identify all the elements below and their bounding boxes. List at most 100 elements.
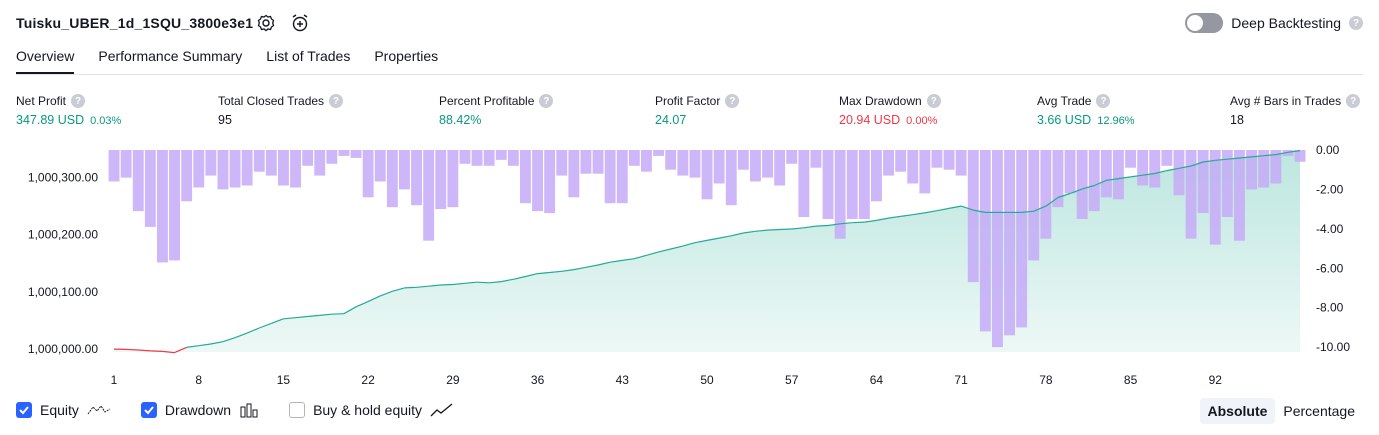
- equity-line-segment: [537, 271, 550, 275]
- equity-line-segment: [1227, 157, 1240, 160]
- drawdown-checkbox[interactable]: [140, 402, 157, 418]
- equity-line-segment: [307, 314, 320, 318]
- percentage-mode-button[interactable]: Percentage: [1283, 403, 1355, 419]
- drawdown-bar: [241, 150, 253, 186]
- drawdown-bar: [205, 150, 217, 176]
- legend-drawdown[interactable]: Drawdown: [140, 402, 259, 418]
- drawdown-bar: [483, 150, 495, 166]
- x-tick-label: 22: [361, 373, 375, 387]
- equity-line-segment: [622, 258, 635, 261]
- equity-line-segment: [174, 346, 187, 354]
- add-alert-icon[interactable]: [290, 13, 310, 33]
- equity-line-segment: [464, 281, 478, 284]
- chart-legend: Equity Drawdown Buy & hold equity: [16, 402, 484, 418]
- help-icon[interactable]: ?: [1096, 94, 1111, 108]
- drawdown-bar: [641, 150, 652, 172]
- help-icon[interactable]: ?: [1349, 16, 1363, 30]
- drawdown-bar: [689, 150, 701, 178]
- drawdown-bar: [193, 150, 205, 188]
- legend-buy-hold[interactable]: Buy & hold equity: [289, 402, 454, 418]
- equity-line-segment: [428, 284, 441, 287]
- drawdown-bar: [1004, 150, 1015, 336]
- tab-properties[interactable]: Properties: [374, 48, 439, 64]
- equity-tick-label: 1,000,200.00: [28, 228, 98, 242]
- equity-line-segment: [1021, 210, 1034, 213]
- equity-line-segment: [888, 215, 901, 219]
- drawdown-bar: [265, 150, 277, 176]
- drawdown-bar: [774, 150, 786, 186]
- metric-value: 88.42%: [439, 113, 482, 127]
- x-tick-label: 71: [954, 373, 968, 387]
- legend-equity-label: Equity: [40, 402, 79, 418]
- equity-line-segment: [1166, 167, 1180, 172]
- x-tick-label: 57: [785, 373, 799, 387]
- help-icon[interactable]: ?: [71, 94, 86, 108]
- equity-line-segment: [138, 349, 151, 352]
- equity-line-segment: [162, 350, 175, 354]
- buy-hold-checkbox[interactable]: [289, 402, 306, 418]
- drawdown-bar: [737, 150, 749, 170]
- metric-profit-factor: Profit Factor? 24.07: [655, 94, 740, 127]
- tab-overview[interactable]: Overview: [16, 48, 75, 75]
- equity-line-segment: [1118, 176, 1131, 180]
- deep-backtesting-toggle[interactable]: [1185, 13, 1224, 33]
- drawdown-bar: [471, 150, 483, 166]
- drawdown-bar: [1282, 150, 1294, 156]
- tab-performance-summary[interactable]: Performance Summary: [98, 48, 243, 64]
- equity-drawdown-chart: 1,000,000.00 1,000,100.00 1,000,200.00 1,00…: [28, 143, 1350, 387]
- equity-checkbox[interactable]: [16, 402, 32, 418]
- help-icon[interactable]: ?: [926, 94, 941, 108]
- drawdown-bar: [653, 150, 664, 156]
- equity-line-segment: [561, 269, 574, 272]
- tab-list-of-trades[interactable]: List of Trades: [266, 48, 351, 64]
- metric-label: Total Closed Trades: [218, 94, 325, 108]
- drawdown-bar: [798, 150, 810, 217]
- drawdown-bar: [447, 150, 459, 208]
- help-icon[interactable]: ?: [329, 94, 344, 108]
- drawdown-bar: [750, 150, 761, 182]
- drawdown-bar: [1113, 150, 1124, 200]
- drawdown-bar: [1028, 150, 1040, 261]
- metric-label: Avg Trade: [1037, 94, 1092, 108]
- drawdown-bar: [628, 150, 640, 166]
- equity-line-segment: [767, 228, 780, 231]
- x-tick-label: 85: [1124, 373, 1138, 387]
- drawdown-bar: [883, 150, 894, 176]
- drawdown-bar: [701, 150, 713, 200]
- drawdown-bar: [1137, 150, 1149, 186]
- checkmark-icon: [144, 406, 154, 415]
- equity-line-segment: [634, 254, 647, 260]
- help-icon[interactable]: ?: [1346, 94, 1361, 108]
- legend-buy-hold-label: Buy & hold equity: [313, 402, 423, 418]
- equity-line-segment: [210, 341, 224, 345]
- equity-line-segment: [198, 343, 211, 347]
- equity-line-segment: [525, 273, 538, 278]
- equity-line-segment: [452, 282, 466, 286]
- legend-equity[interactable]: Equity: [16, 402, 111, 418]
- drawdown-bar: [278, 150, 289, 186]
- help-icon[interactable]: ?: [539, 94, 554, 108]
- x-tick-label: 92: [1209, 373, 1223, 387]
- drawdown-bar: [1088, 150, 1100, 212]
- help-icon[interactable]: ?: [725, 94, 740, 108]
- drawdown-bar: [713, 150, 725, 184]
- drawdown-bar: [1173, 150, 1185, 196]
- drawdown-bar: [1100, 150, 1112, 198]
- equity-tick-label: 1,000,100.00: [28, 285, 98, 299]
- metric-sub-value: 12.96%: [1097, 115, 1135, 127]
- metric-label: Profit Factor: [655, 94, 721, 108]
- absolute-mode-button[interactable]: Absolute: [1199, 398, 1276, 424]
- equity-line-segment: [864, 219, 877, 223]
- drawdown-bar: [786, 150, 798, 164]
- equity-line-segment: [718, 235, 732, 239]
- drawdown-bar: [144, 150, 156, 227]
- metric-label: Avg # Bars in Trades: [1230, 94, 1342, 108]
- drawdown-bar: [677, 150, 689, 176]
- settings-icon[interactable]: [256, 13, 276, 33]
- metric-value: 24.07: [655, 113, 687, 127]
- drawdown-bar: [665, 150, 677, 170]
- equity-tick-label: 1,000,300.00: [28, 171, 98, 185]
- equity-line-segment: [803, 225, 816, 229]
- drawdown-bar: [314, 150, 326, 176]
- drawdown-bar: [810, 150, 822, 168]
